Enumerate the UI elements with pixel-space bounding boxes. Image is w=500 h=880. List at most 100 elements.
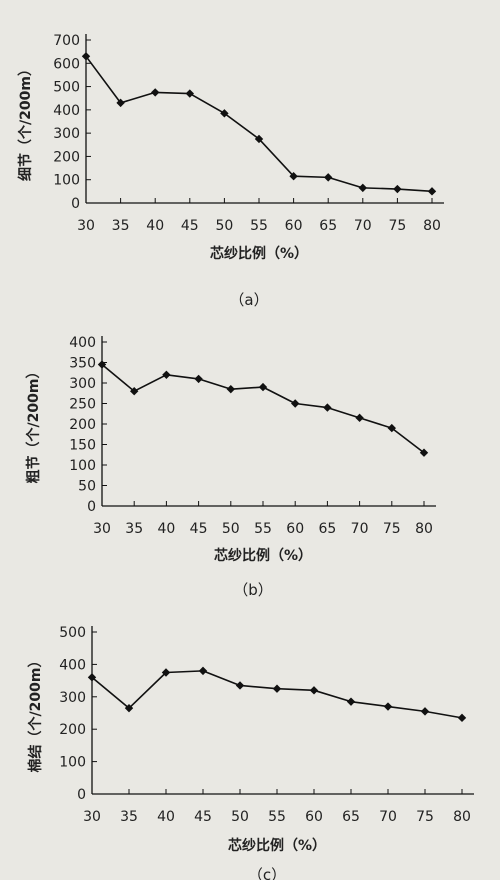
series-line [91, 670, 463, 719]
series-line [101, 363, 425, 454]
data-point [87, 673, 97, 682]
data-point [355, 413, 364, 423]
x-axis-title: 芯纱比例（%） [228, 837, 326, 854]
data-point [323, 403, 332, 412]
x-tick-label: 50 [215, 218, 233, 234]
x-tick-label: 55 [254, 521, 272, 537]
data-point [427, 187, 437, 196]
y-axis-title: 粗节（个/200m） [25, 365, 42, 484]
panel-label: （b） [233, 581, 273, 599]
data-point [309, 686, 319, 695]
y-tick-label: 400 [59, 657, 86, 673]
x-tick-label: 75 [416, 809, 434, 825]
panel-label: （a） [229, 291, 268, 309]
y-tick-label: 100 [69, 458, 96, 474]
x-tick-label: 30 [77, 218, 95, 234]
x-tick-label: 75 [388, 218, 406, 234]
data-point [419, 448, 429, 457]
y-tick-label: 600 [53, 56, 80, 72]
y-tick-label: 300 [53, 126, 80, 142]
x-tick-label: 40 [157, 521, 175, 537]
y-tick-label: 300 [69, 376, 96, 392]
x-tick-label: 35 [112, 218, 130, 234]
y-tick-label: 100 [53, 173, 80, 189]
data-point [420, 707, 430, 716]
data-point [457, 713, 467, 723]
x-tick-label: 80 [415, 521, 433, 537]
x-tick-label: 70 [379, 809, 397, 825]
x-tick-label: 60 [286, 521, 304, 537]
data-point [194, 374, 203, 384]
panel-label: （c） [248, 866, 286, 880]
x-tick-label: 60 [305, 809, 323, 825]
x-tick-label: 55 [250, 218, 268, 234]
data-point [272, 684, 282, 693]
y-axis-title: 细节（个/200m） [17, 62, 34, 181]
y-tick-label: 400 [69, 335, 96, 351]
chart-panel-3: 0 100 200 300 400 500 30 35 40 45 50 55 60 65 70 75 80 芯纱… [27, 625, 474, 880]
y-tick-label: 0 [87, 499, 96, 515]
x-tick-label: 50 [231, 809, 249, 825]
y-tick-label: 50 [78, 479, 96, 495]
data-point [161, 668, 171, 677]
data-point [81, 52, 91, 61]
x-tick-label: 45 [190, 521, 208, 537]
data-point [358, 183, 367, 193]
chart-panel-1: 0 100 200 300 400 500 600 700 30 35 40 45 50 55 60 65 70… [17, 33, 444, 309]
data-point [324, 173, 333, 182]
y-tick-label: 300 [59, 690, 86, 706]
data-point [383, 702, 393, 711]
x-tick-label: 35 [120, 809, 138, 825]
x-tick-label: 70 [351, 521, 369, 537]
data-point [258, 382, 268, 392]
x-tick-label: 30 [93, 521, 111, 537]
x-tick-label: 65 [342, 809, 360, 825]
x-tick-label: 50 [222, 521, 240, 537]
y-tick-label: 150 [69, 438, 96, 454]
y-tick-label: 200 [59, 722, 86, 738]
x-tick-label: 65 [319, 218, 337, 234]
x-tick-label: 30 [83, 809, 101, 825]
data-point [226, 384, 235, 394]
x-tick-label: 35 [125, 521, 143, 537]
data-point [393, 184, 402, 194]
data-point [116, 98, 125, 108]
y-tick-label: 500 [59, 625, 86, 641]
x-tick-label: 40 [157, 809, 175, 825]
x-tick-label: 70 [354, 218, 372, 234]
data-point [220, 109, 229, 118]
x-tick-label: 80 [453, 809, 471, 825]
x-tick-label: 40 [146, 218, 164, 234]
data-point [162, 370, 171, 379]
y-tick-label: 0 [77, 787, 86, 803]
data-point [346, 697, 356, 706]
y-axis-title: 棉结（个/200m） [27, 654, 44, 773]
data-point [130, 387, 139, 396]
y-tick-label: 700 [53, 33, 80, 49]
x-tick-label: 60 [285, 218, 303, 234]
data-point [124, 703, 134, 713]
data-point [291, 399, 300, 408]
data-point [97, 360, 107, 369]
data-point [289, 172, 298, 181]
x-tick-label: 45 [194, 809, 212, 825]
y-tick-label: 0 [71, 196, 80, 212]
series-line [85, 55, 433, 193]
chart-panel-2: 0 50 100 150 200 250 300 350 400 30 35 40 45 50 55 60 65… [25, 335, 436, 599]
x-tick-label: 80 [423, 218, 441, 234]
y-tick-label: 100 [59, 755, 86, 771]
y-tick-label: 500 [53, 80, 80, 96]
x-axis-title: 芯纱比例（%） [210, 245, 308, 262]
data-point [387, 423, 396, 433]
x-tick-label: 45 [181, 218, 199, 234]
x-tick-label: 55 [268, 809, 286, 825]
data-point [151, 88, 160, 97]
y-tick-label: 250 [69, 397, 96, 413]
x-axis-title: 芯纱比例（%） [214, 547, 312, 564]
x-tick-label: 75 [383, 521, 401, 537]
data-point [198, 666, 208, 676]
y-tick-label: 200 [53, 149, 80, 165]
data-point [235, 681, 245, 690]
data-point [185, 89, 194, 98]
